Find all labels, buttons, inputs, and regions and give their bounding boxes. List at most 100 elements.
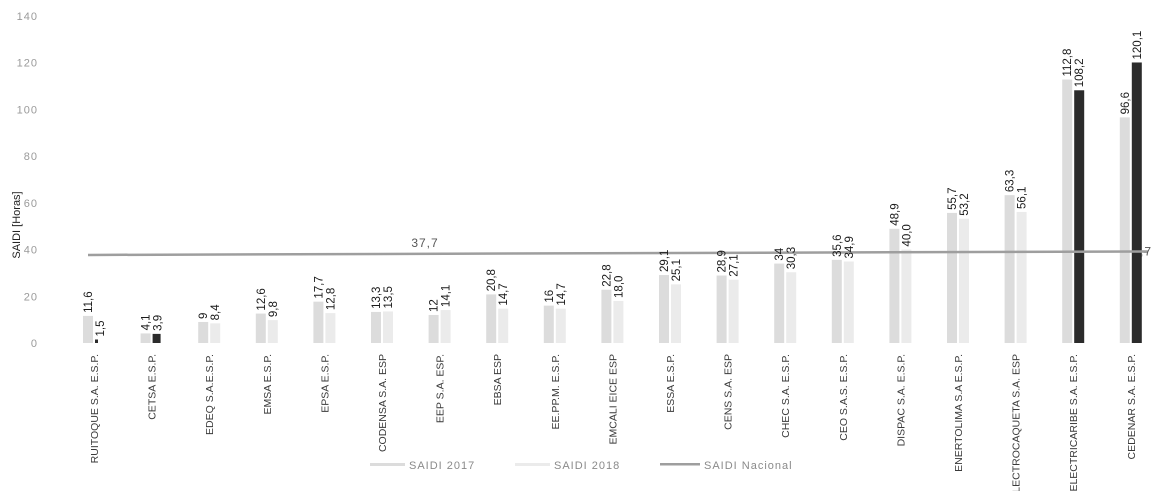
value-label-2017: 11,6 [83,291,95,313]
bar-saidi-2017 [83,315,93,343]
value-label-2017: 12,6 [256,288,268,310]
saidi-nacional-line [87,250,1149,257]
value-label-2018: 25,1 [671,259,683,281]
bar-saidi-2018 [210,323,221,343]
reference-end-label: ,7 [1140,244,1152,258]
bar-saidi-2018 [1016,211,1027,343]
value-label-2018: 53,2 [959,193,971,215]
category-label: RUITOQUE S.A. E.S.P. [89,354,101,463]
bar-saidi-2017 [889,228,900,343]
value-label-2018: 14,7 [556,283,568,305]
bar-saidi-2018 [1074,90,1085,343]
bar-saidi-2017 [543,305,554,343]
bar-saidi-2018 [325,313,336,343]
value-label-2017: 13,3 [371,287,383,309]
value-label-2017: 96,6 [1120,92,1132,114]
category-label: EE.PP.M. E.S.P. [550,354,562,429]
category-label: ESSA E.S.P. [665,354,677,413]
bar-saidi-2017 [313,301,324,343]
value-label-2017: 112,8 [1062,49,1074,77]
category-label: CETSA E.S.P. [147,354,159,420]
value-label-2018: 34,9 [844,236,856,258]
value-label-2017: 4,1 [141,314,153,330]
bar-saidi-2017 [371,311,381,343]
bar-saidi-2018 [383,311,393,343]
legend-label: SAIDI Nacional [704,460,793,472]
bar-saidi-2017 [716,275,727,343]
value-label-2018: 12,8 [325,288,337,310]
bar-saidi-2017 [486,294,497,343]
y-tick-label: 60 [24,198,38,210]
bar-saidi-2017 [659,275,669,343]
category-label: ELECTROCAQUETA S.A. ESP [1011,354,1023,491]
value-label-2017: 29,1 [659,250,671,272]
y-tick-label: 80 [24,151,38,163]
bar-saidi-2017 [1004,195,1015,343]
bar-saidi-2017 [1062,79,1073,343]
value-label-2018: 3,9 [153,315,165,331]
category-label: CEDENAR S.A. E.S.P. [1126,354,1138,459]
y-axis: 0 20 40 60 80 100 120 140 [17,11,38,350]
value-label-2018: 8,4 [210,304,222,321]
bar-saidi-2017 [774,263,785,343]
category-label: EPSA E.S.P. [319,354,331,413]
y-tick-label: 140 [17,11,38,23]
category-labels: RUITOQUE S.A. E.S.P. CETSA E.S.P. EDEQ S.A… [89,354,1138,491]
value-label-2018: 120,1 [1132,31,1144,60]
category-label: ENERTOLIMA S.A E.S.P. [953,354,965,472]
category-label: EMCALI EICE ESP [607,354,619,444]
bar-saidi-2018 [95,339,98,343]
value-label-2017: 28,9 [717,250,729,272]
value-label-2018: 14,1 [441,285,453,307]
bar-saidi-2017 [1119,117,1130,344]
value-label-2017: 35,6 [832,234,844,256]
value-label-2017: 63,3 [1005,170,1017,192]
y-tick-label: 0 [31,338,38,350]
bar-saidi-2017 [140,333,151,343]
bar-saidi-2018 [1131,62,1142,343]
category-label: CENS S.A. ESP [723,354,735,430]
value-label-2018: 1,5 [95,320,107,336]
value-label-2018: 40,0 [901,224,913,246]
value-label-2017: 16 [544,290,556,303]
category-label: ELECTRICARIBE S.A. E.S.P. [1068,354,1080,491]
value-label-2018: 13,5 [383,286,395,308]
bar-saidi-2017 [198,321,209,343]
value-label-2017: 55,7 [947,188,959,210]
reference-line-group: 37,7 ,7 [87,236,1152,258]
bar-saidi-2018 [440,310,451,343]
legend-swatch [660,463,700,466]
value-label-2018: 108,2 [1074,58,1086,87]
value-label-2017: 12 [429,299,441,312]
bar-saidi-2018 [959,218,969,343]
value-label-2018: 56,1 [1017,187,1029,209]
category-label: CHEC S.A. E.S.P. [780,354,792,438]
value-label-2017: 17,7 [313,276,325,298]
reference-value-label: 37,7 [411,236,438,250]
legend-label: SAIDI 2018 [554,460,620,472]
category-label: EDEQ S.A.E.S.P. [204,354,216,435]
value-label-2017: 20,8 [486,269,498,291]
category-label: EBSA ESP [492,354,504,405]
bar-saidi-2018 [555,308,566,343]
y-axis-label: SAIDI [Horas] [11,191,23,258]
bar-saidi-2018 [843,261,854,343]
y-tick-label: 120 [17,58,38,70]
category-label: CODENSA S.A. ESP [377,354,389,452]
bar-saidi-2018 [267,320,278,343]
value-label-2018: 9,8 [268,301,280,317]
y-tick-label: 40 [24,245,38,257]
y-tick-label: 100 [17,104,38,116]
legend-label: SAIDI 2017 [409,460,475,472]
bar-saidi-2017 [947,212,957,343]
category-label: DISPAC S.A. E.S.P. [895,354,907,446]
bar-saidi-2017 [831,259,842,343]
value-label-2017: 22,8 [601,264,613,286]
legend-swatch [515,463,550,466]
bar-saidi-2018 [728,279,739,343]
bar-saidi-2018 [901,249,912,343]
bar-saidi-2018 [498,308,509,343]
bar-saidi-2018 [671,284,681,343]
value-label-2018: 14,7 [498,283,510,305]
bar-saidi-2017 [428,314,439,343]
